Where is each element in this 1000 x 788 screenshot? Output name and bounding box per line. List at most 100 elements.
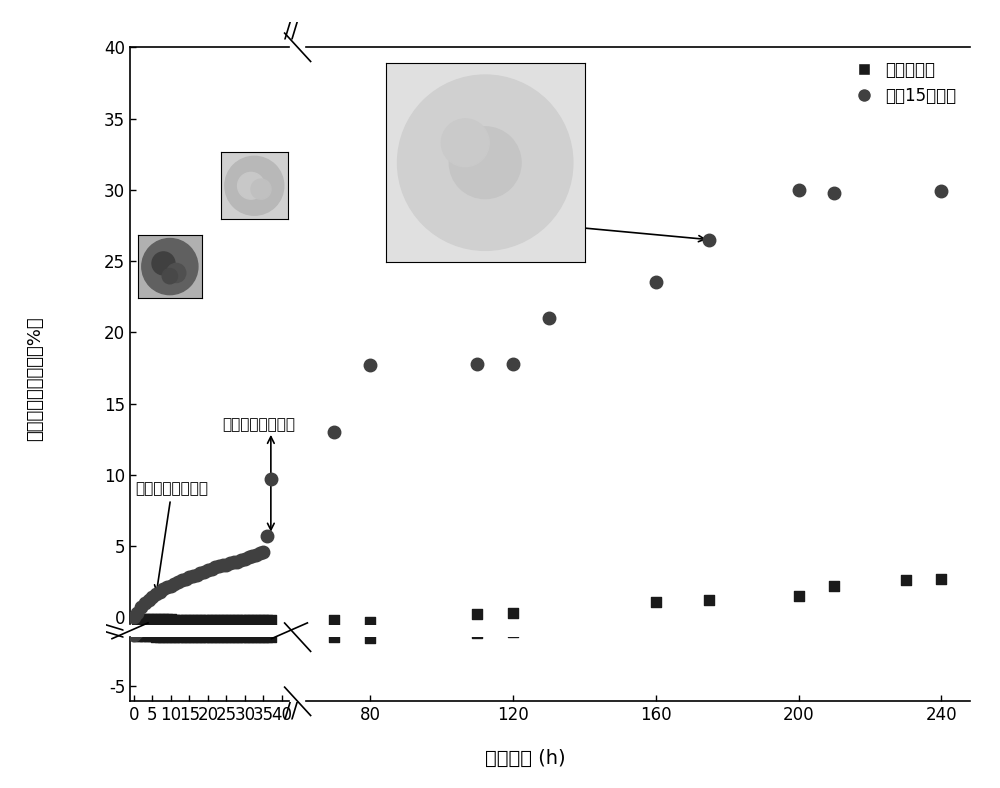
- Text: 光照时间 (h): 光照时间 (h): [485, 749, 565, 768]
- Point: [126, 611, 142, 623]
- Point: [178, 631, 194, 644]
- Point: [207, 593, 223, 606]
- Point: [204, 631, 220, 644]
- Point: [207, 614, 223, 626]
- Point: [163, 630, 179, 643]
- Point: [159, 608, 175, 620]
- Point: [215, 614, 231, 626]
- Point: [229, 589, 245, 602]
- Point: [196, 597, 212, 609]
- Point: [196, 631, 212, 644]
- Point: [189, 631, 205, 644]
- Point: [181, 571, 197, 584]
- Point: [207, 631, 223, 644]
- Point: [181, 631, 197, 644]
- Point: [163, 613, 179, 626]
- Point: [898, 574, 914, 586]
- Point: [163, 607, 179, 619]
- Point: [170, 604, 186, 616]
- Point: [141, 617, 157, 630]
- Point: [248, 631, 264, 644]
- Point: [326, 496, 342, 509]
- Point: [144, 630, 160, 642]
- Point: [933, 325, 949, 337]
- Point: [218, 591, 234, 604]
- Point: [648, 276, 664, 288]
- Point: [192, 631, 208, 644]
- Point: [159, 581, 175, 593]
- Point: [244, 614, 260, 626]
- Point: [248, 614, 264, 626]
- Point: [185, 570, 201, 582]
- Text: //: //: [107, 623, 127, 637]
- Point: [469, 448, 485, 460]
- Point: [255, 631, 271, 644]
- Point: [362, 448, 378, 461]
- Point: [178, 572, 194, 585]
- Point: [469, 357, 485, 370]
- Point: [648, 618, 664, 630]
- Point: [244, 550, 260, 563]
- Point: [152, 613, 168, 626]
- Point: [200, 631, 216, 644]
- Point: [826, 580, 842, 593]
- Point: [326, 631, 342, 644]
- Point: [204, 614, 220, 626]
- Point: [237, 631, 253, 644]
- Point: [174, 631, 190, 644]
- Point: [152, 611, 168, 623]
- Point: [189, 568, 205, 581]
- Point: [129, 630, 145, 642]
- Point: [241, 551, 257, 563]
- Point: [178, 601, 194, 614]
- Point: [244, 631, 260, 644]
- Point: [505, 607, 521, 619]
- Point: [233, 631, 249, 644]
- Point: [226, 614, 242, 626]
- Point: [215, 631, 231, 644]
- Point: [222, 590, 238, 603]
- Point: [155, 608, 171, 621]
- Point: [263, 530, 279, 543]
- Point: [174, 574, 190, 586]
- Point: [541, 312, 557, 325]
- Text: //: //: [284, 21, 298, 42]
- Point: [241, 614, 257, 626]
- Point: [152, 630, 168, 643]
- Point: [898, 602, 914, 615]
- Point: [218, 614, 234, 626]
- Point: [148, 588, 164, 600]
- Point: [505, 357, 521, 370]
- Point: [218, 558, 234, 571]
- Point: [252, 631, 268, 644]
- Point: [155, 613, 171, 626]
- Point: [362, 359, 378, 371]
- Point: [263, 614, 279, 626]
- Point: [259, 530, 275, 542]
- Point: [200, 564, 216, 577]
- Point: [248, 584, 264, 597]
- Point: [148, 612, 164, 625]
- Point: [185, 614, 201, 626]
- Point: [255, 546, 271, 559]
- Point: [163, 580, 179, 593]
- Point: [174, 602, 190, 615]
- Point: [192, 597, 208, 610]
- Point: [211, 631, 227, 644]
- Point: [196, 565, 212, 578]
- Point: [362, 615, 378, 628]
- Point: [204, 563, 220, 575]
- Point: [233, 554, 249, 567]
- Point: [133, 601, 149, 614]
- Point: [252, 614, 268, 626]
- Point: [826, 325, 842, 338]
- Point: [144, 615, 160, 627]
- Point: [222, 614, 238, 626]
- Point: [259, 571, 275, 583]
- Point: [137, 630, 153, 642]
- Point: [185, 631, 201, 644]
- Point: [170, 614, 186, 626]
- Point: [129, 626, 145, 638]
- Point: [326, 426, 342, 438]
- Point: [263, 631, 279, 644]
